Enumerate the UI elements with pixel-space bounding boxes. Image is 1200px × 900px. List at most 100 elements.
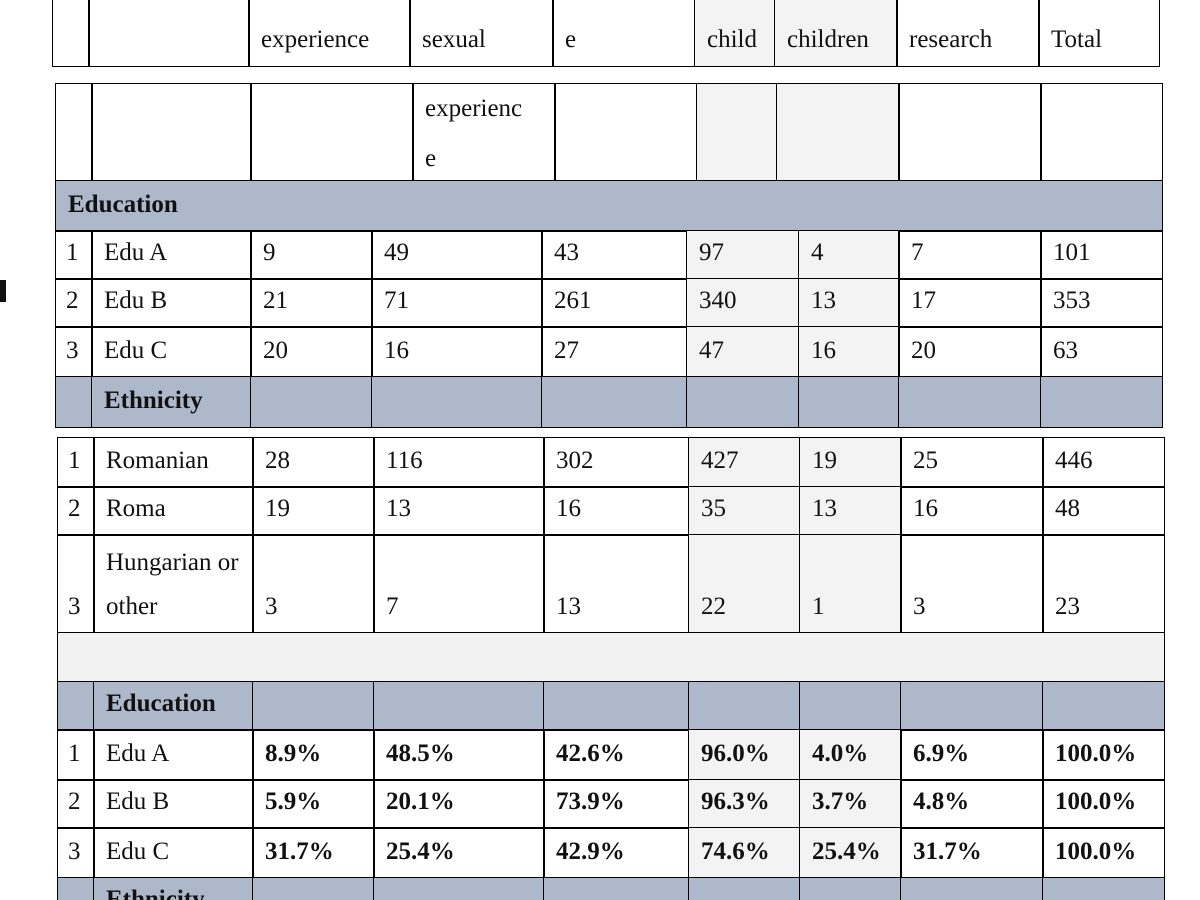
value-cell: 13 bbox=[798, 278, 900, 328]
group-header bbox=[898, 376, 1042, 428]
row-label: Romanian bbox=[93, 437, 254, 488]
header-cell: Total bbox=[1038, 0, 1160, 67]
value-cell: 25 bbox=[900, 437, 1044, 488]
group-header: Education bbox=[55, 180, 1163, 232]
cell-text: experienc bbox=[425, 95, 523, 122]
group-header bbox=[798, 376, 900, 428]
group-header bbox=[373, 681, 545, 731]
value-cell: 42.6% bbox=[543, 729, 690, 781]
value-cell: 16 bbox=[543, 486, 690, 536]
row-index: 2 bbox=[57, 486, 95, 536]
group-header bbox=[799, 681, 902, 731]
margin-mark bbox=[0, 280, 6, 302]
group-header bbox=[1040, 376, 1163, 428]
header-cell bbox=[1040, 83, 1163, 182]
value-cell: 48 bbox=[1042, 486, 1165, 536]
value-cell: 49 bbox=[371, 230, 543, 280]
value-cell: 3 bbox=[252, 534, 375, 634]
value-cell: 25.4% bbox=[799, 827, 902, 879]
value-cell: 28 bbox=[252, 437, 375, 488]
value-cell: 22 bbox=[688, 534, 801, 634]
row-index: 3 bbox=[57, 827, 95, 879]
value-cell: 13 bbox=[373, 486, 545, 536]
value-cell: 43 bbox=[541, 230, 688, 280]
header-cell bbox=[898, 83, 1042, 182]
value-cell: 21 bbox=[250, 278, 373, 328]
value-cell: 100.0% bbox=[1042, 729, 1165, 781]
value-cell: 20.1% bbox=[373, 779, 545, 829]
value-cell: 101 bbox=[1040, 230, 1163, 280]
group-header bbox=[373, 877, 545, 900]
value-cell: 17 bbox=[898, 278, 1042, 328]
row-label: Edu B bbox=[91, 278, 252, 328]
row-index: 3 bbox=[57, 534, 95, 634]
row-label: Edu A bbox=[93, 729, 254, 781]
value-cell: 16 bbox=[371, 326, 543, 378]
row-index: 2 bbox=[55, 278, 93, 328]
value-cell: 7 bbox=[373, 534, 545, 634]
row-label: Edu B bbox=[93, 779, 254, 829]
header-cell bbox=[55, 83, 93, 182]
spacer-row bbox=[57, 632, 1165, 683]
row-index: 3 bbox=[55, 326, 93, 378]
value-cell: 96.3% bbox=[688, 779, 801, 829]
value-cell: 3 bbox=[900, 534, 1044, 634]
header-cell bbox=[250, 83, 414, 182]
row-index: 1 bbox=[57, 437, 95, 488]
value-cell: 353 bbox=[1040, 278, 1163, 328]
value-cell: 6.9% bbox=[900, 729, 1044, 781]
header-cell: experience bbox=[248, 0, 411, 67]
value-cell: 19 bbox=[799, 437, 902, 488]
value-cell: 31.7% bbox=[900, 827, 1044, 879]
value-cell: 4 bbox=[798, 230, 900, 280]
value-cell: 446 bbox=[1042, 437, 1165, 488]
row-label: Edu C bbox=[93, 827, 254, 879]
group-header bbox=[543, 681, 690, 731]
value-cell: 302 bbox=[543, 437, 690, 488]
value-cell: 8.9% bbox=[252, 729, 375, 781]
value-cell: 63 bbox=[1040, 326, 1163, 378]
value-cell: 23 bbox=[1042, 534, 1165, 634]
header-cell: research bbox=[896, 0, 1040, 67]
group-header bbox=[688, 681, 801, 731]
value-cell: 261 bbox=[541, 278, 688, 328]
value-cell: 96.0% bbox=[688, 729, 801, 781]
value-cell: 13 bbox=[543, 534, 690, 634]
group-header bbox=[543, 877, 690, 900]
value-cell: 97 bbox=[686, 230, 800, 280]
value-cell: 20 bbox=[898, 326, 1042, 378]
value-cell: 47 bbox=[686, 326, 800, 378]
row-index: 1 bbox=[57, 729, 95, 781]
value-cell: 27 bbox=[541, 326, 688, 378]
value-cell: 7 bbox=[898, 230, 1042, 280]
header-cell: e bbox=[552, 0, 696, 67]
value-cell: 100.0% bbox=[1042, 779, 1165, 829]
value-cell: 74.6% bbox=[688, 827, 801, 879]
value-cell: 20 bbox=[250, 326, 373, 378]
group-header bbox=[1042, 681, 1165, 731]
header-cell bbox=[91, 83, 252, 182]
group-header bbox=[371, 376, 543, 428]
value-cell: 4.0% bbox=[799, 729, 902, 781]
header-cell bbox=[52, 0, 90, 67]
row-index: 1 bbox=[55, 230, 93, 280]
group-header bbox=[57, 681, 95, 731]
group-header bbox=[900, 877, 1044, 900]
value-cell: 5.9% bbox=[252, 779, 375, 829]
group-header bbox=[1042, 877, 1165, 900]
row-label: Hungarian or other bbox=[93, 534, 254, 634]
value-cell: 340 bbox=[686, 278, 800, 328]
value-cell: 9 bbox=[250, 230, 373, 280]
header-cell: child bbox=[694, 0, 776, 67]
group-header: Ethnicity bbox=[91, 376, 252, 428]
value-cell: 16 bbox=[798, 326, 900, 378]
value-cell: 42.9% bbox=[543, 827, 690, 879]
group-header bbox=[541, 376, 688, 428]
value-cell: 31.7% bbox=[252, 827, 375, 879]
value-cell: 16 bbox=[900, 486, 1044, 536]
group-header bbox=[686, 376, 800, 428]
group-header bbox=[252, 681, 375, 731]
header-cell bbox=[776, 83, 900, 182]
value-cell: 4.8% bbox=[900, 779, 1044, 829]
